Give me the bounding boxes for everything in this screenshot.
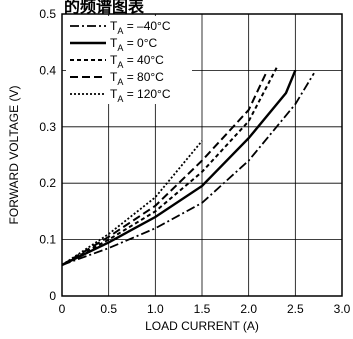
series-line	[61, 67, 278, 266]
y-tick-label: 0.5	[39, 7, 56, 21]
chart-title: 的频谱图表	[64, 0, 145, 16]
series-layer	[61, 67, 315, 267]
y-tick-label: 0.4	[39, 63, 56, 77]
y-axis-title: FORWARD VOLTAGE (V)	[7, 86, 21, 225]
legend-label: TA = –40°C	[110, 19, 171, 36]
x-tick-label: 1.5	[194, 302, 211, 316]
y-tick-label: 0.2	[39, 176, 56, 190]
y-tick-label: 0.3	[39, 120, 56, 134]
legend: TA = –40°CTA = 0°CTA = 40°CTA = 80°CTA =…	[66, 16, 192, 104]
x-tick-label: 1.0	[147, 302, 164, 316]
x-tick-label: 0	[59, 302, 66, 316]
legend-label: TA = 0°C	[110, 36, 158, 53]
x-tick-label: 3.0	[334, 302, 351, 316]
x-tick-label: 2.0	[240, 302, 257, 316]
legend-label: TA = 40°C	[110, 53, 164, 70]
x-tick-label: 2.5	[287, 302, 304, 316]
plot-frame	[61, 13, 343, 297]
y-tick-labels: 0 0.1 0.2 0.3 0.4 0.5	[39, 7, 56, 303]
y-tick-label: 0.1	[39, 233, 56, 247]
series-line	[61, 69, 297, 267]
legend-label: TA = 80°C	[110, 70, 164, 87]
legend-label: TA = 120°C	[110, 87, 171, 104]
series-line	[61, 72, 315, 266]
x-tick-labels: 0 0.5 1.0 1.5 2.0 2.5 3.0	[59, 302, 351, 316]
series-line	[61, 140, 203, 266]
x-tick-label: 0.5	[100, 302, 117, 316]
y-tick-label: 0	[49, 289, 56, 303]
x-axis-title: LOAD CURRENT (A)	[145, 319, 259, 333]
